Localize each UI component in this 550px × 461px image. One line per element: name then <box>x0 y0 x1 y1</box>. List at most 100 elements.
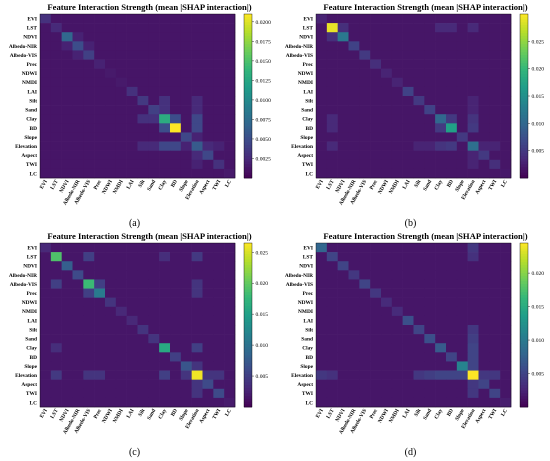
heatmap-cell <box>202 370 214 380</box>
colorbar-segment <box>244 355 252 359</box>
heatmap-cell <box>316 270 328 280</box>
heatmap-cell <box>202 361 214 371</box>
colorbar-segment <box>520 355 528 359</box>
heatmap-cell <box>391 23 403 33</box>
heatmap-cell <box>126 370 138 380</box>
heatmap-cell <box>467 68 479 79</box>
heatmap-cell <box>370 343 382 353</box>
colorbar: 0.00250.00500.00750.01000.01250.01500.01… <box>243 13 271 179</box>
heatmap-cell <box>446 23 458 33</box>
heatmap-cell <box>326 86 338 97</box>
heatmap-cell <box>316 334 328 344</box>
heatmap-cell <box>40 297 52 308</box>
colorbar-segment <box>520 401 528 405</box>
colorbar-segment <box>520 52 528 56</box>
heatmap-cell <box>446 315 458 326</box>
heatmap-cell <box>500 41 512 51</box>
heatmap-cells <box>40 14 236 179</box>
heatmap-cell <box>500 150 512 161</box>
heatmap-cell <box>224 334 236 344</box>
heatmap-cell <box>370 352 382 362</box>
colorbar-tick-label: 0.020 <box>532 271 545 277</box>
colorbar-segment <box>244 175 252 179</box>
heatmap-cell <box>348 343 360 353</box>
heatmap-cell <box>83 96 95 106</box>
heatmap-cell <box>435 23 447 33</box>
colorbar-segment <box>520 284 528 288</box>
heatmap-cell <box>213 77 225 88</box>
colorbar-segment <box>244 41 252 45</box>
heatmap-cell <box>467 306 479 317</box>
heatmap-cell <box>170 325 182 335</box>
heatmap-cell <box>348 243 360 253</box>
heatmap-cell <box>50 325 62 335</box>
heatmap-cell <box>202 288 214 298</box>
heatmap-cell <box>115 132 127 142</box>
heatmap-cell <box>381 270 393 280</box>
heatmap-cell <box>359 379 371 390</box>
heatmap-cell <box>115 343 127 353</box>
heatmap-cell <box>348 132 360 142</box>
heatmap-cell <box>105 388 117 399</box>
heatmap-cell <box>50 397 62 408</box>
heatmap-cell <box>126 14 138 24</box>
y-tick-label: Silt <box>305 98 313 104</box>
heatmap-cell <box>391 68 403 79</box>
heatmap-cell <box>381 397 393 408</box>
heatmap-cell <box>224 96 236 106</box>
heatmap-cell <box>213 105 225 115</box>
heatmap-cell <box>224 150 236 161</box>
heatmap-cell <box>500 325 512 335</box>
heatmap-cell <box>467 270 479 280</box>
heatmap-cell <box>105 361 117 371</box>
heatmap-cell <box>456 343 468 353</box>
heatmap-cell <box>94 288 106 298</box>
heatmap-cell <box>413 361 425 371</box>
heatmap-cell <box>456 261 468 271</box>
heatmap-cell <box>180 270 192 280</box>
heatmap-cell <box>213 150 225 161</box>
heatmap-cell <box>456 114 468 124</box>
heatmap-cell <box>413 32 425 42</box>
heatmap-cell <box>170 105 182 115</box>
heatmap-cell <box>316 68 328 79</box>
heatmap-cell <box>180 150 192 161</box>
heatmap-cell <box>424 96 436 106</box>
heatmap-cell <box>326 96 338 106</box>
heatmap-cell <box>381 252 393 262</box>
heatmap-cell <box>391 141 403 151</box>
x-tick-label: LC <box>224 179 233 189</box>
colorbar-segment <box>520 300 528 304</box>
heatmap-cell <box>316 50 328 60</box>
heatmap-cell <box>489 150 501 161</box>
heatmap-cell <box>402 32 414 42</box>
heatmap-cell <box>370 279 382 289</box>
x-tick-label: Silt <box>137 179 146 189</box>
heatmap-cell <box>83 315 95 326</box>
heatmap-cell <box>50 388 62 399</box>
colorbar-segment <box>520 253 528 258</box>
heatmap-cell <box>72 168 84 179</box>
colorbar-segment <box>520 164 528 168</box>
heatmap-cell <box>148 352 160 362</box>
heatmap-cell <box>40 14 52 24</box>
colorbar-segment <box>520 346 528 350</box>
heatmap-cell <box>413 252 425 262</box>
colorbar-segment <box>520 126 528 130</box>
heatmap-cell <box>180 32 192 42</box>
colorbar-segment <box>244 158 252 162</box>
heatmap-cell <box>478 77 490 88</box>
heatmap-cell <box>326 168 338 179</box>
heatmap-cell <box>191 361 203 371</box>
heatmap-cell <box>402 252 414 262</box>
heatmap-cell <box>61 288 73 298</box>
heatmap-cell <box>359 150 371 161</box>
colorbar-segment <box>244 270 252 274</box>
heatmap-cell <box>402 23 414 33</box>
heatmap-cell <box>191 252 203 262</box>
colorbar-segment <box>244 49 252 53</box>
heatmap-cell <box>489 388 501 399</box>
heatmap-cell <box>105 159 117 170</box>
heatmap-cell <box>159 150 171 161</box>
heatmap-cell <box>224 397 236 408</box>
